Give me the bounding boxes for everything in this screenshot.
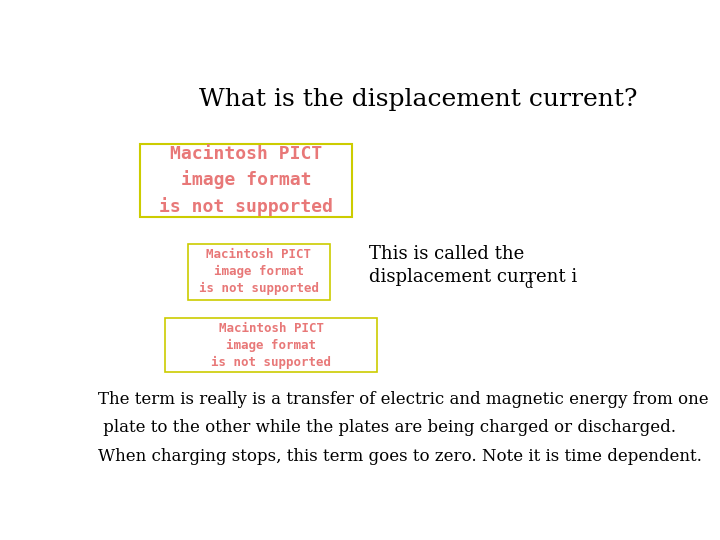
Bar <box>166 319 377 373</box>
Bar <box>188 244 330 300</box>
Text: Macintosh PICT
image format
is not supported: Macintosh PICT image format is not suppo… <box>159 145 333 215</box>
Text: The term is really is a transfer of electric and magnetic energy from one: The term is really is a transfer of elec… <box>99 391 709 408</box>
Text: Macintosh PICT
image format
is not supported: Macintosh PICT image format is not suppo… <box>212 322 331 369</box>
Text: Macintosh PICT
image format
is not supported: Macintosh PICT image format is not suppo… <box>199 248 319 295</box>
Text: d: d <box>524 278 532 291</box>
Text: displacement current i: displacement current i <box>369 268 577 286</box>
Text: This is called the: This is called the <box>369 245 524 263</box>
Text: plate to the other while the plates are being charged or discharged.: plate to the other while the plates are … <box>99 420 676 436</box>
Text: What is the displacement current?: What is the displacement current? <box>199 87 637 111</box>
Text: When charging stops, this term goes to zero. Note it is time dependent.: When charging stops, this term goes to z… <box>99 448 702 465</box>
Bar <box>140 144 352 217</box>
